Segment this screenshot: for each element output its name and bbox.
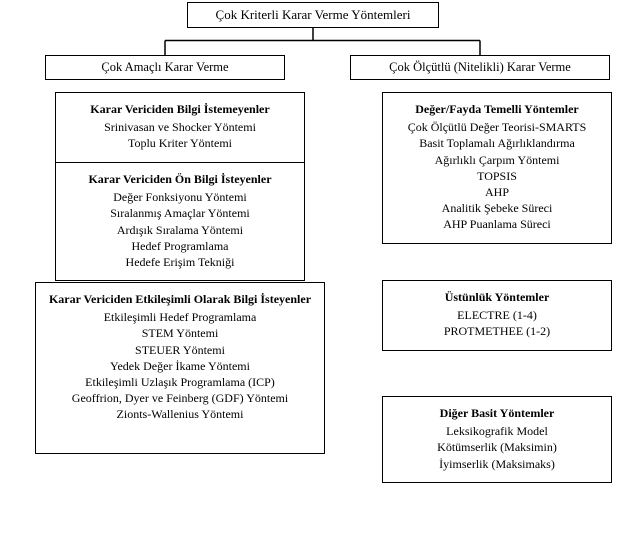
right-group-1: Değer/Fayda Temelli Yöntemler Çok Ölçütl…	[382, 92, 612, 244]
root-title: Çok Kriterli Karar Verme Yöntemleri	[216, 7, 411, 22]
list-item: Yedek Değer İkame Yöntemi	[42, 358, 318, 374]
list-item: Basit Toplamalı Ağırlıklandırma	[389, 135, 605, 151]
list-item: Geoffrion, Dyer ve Feinberg (GDF) Yöntem…	[42, 390, 318, 406]
left-branch-title: Çok Amaçlı Karar Verme	[101, 60, 228, 74]
root-title-box: Çok Kriterli Karar Verme Yöntemleri	[187, 2, 439, 28]
left-branch-title-box: Çok Amaçlı Karar Verme	[45, 55, 285, 80]
right-group-2: Üstünlük Yöntemler ELECTRE (1-4) PROTMET…	[382, 280, 612, 351]
list-item: Analitik Şebeke Süreci	[389, 200, 605, 216]
list-item: STEM Yöntemi	[42, 325, 318, 341]
left-group-3: Karar Vericiden Etkileşimli Olarak Bilgi…	[35, 282, 325, 454]
left-group-1: Karar Vericiden Bilgi İstemeyenler Srini…	[55, 92, 305, 163]
list-item: Hedef Programlama	[62, 238, 298, 254]
list-item: AHP	[389, 184, 605, 200]
list-item: Çok Ölçütlü Değer Teorisi-SMARTS	[389, 119, 605, 135]
list-item: STEUER Yöntemi	[42, 342, 318, 358]
list-item: Zionts-Wallenius Yöntemi	[42, 406, 318, 422]
list-item: Sıralanmış Amaçlar Yöntemi	[62, 205, 298, 221]
left-group-3-heading: Karar Vericiden Etkileşimli Olarak Bilgi…	[42, 291, 318, 307]
list-item: Ağırlıklı Çarpım Yöntemi	[389, 152, 605, 168]
left-group-2: Karar Vericiden Ön Bilgi İsteyenler Değe…	[55, 162, 305, 281]
list-item: Etkileşimli Uzlaşık Programlama (ICP)	[42, 374, 318, 390]
list-item: Etkileşimli Hedef Programlama	[42, 309, 318, 325]
list-item: İyimserlik (Maksimaks)	[389, 456, 605, 472]
list-item: AHP Puanlama Süreci	[389, 216, 605, 232]
list-item: ELECTRE (1-4)	[389, 307, 605, 323]
right-group-3: Diğer Basit Yöntemler Leksikografik Mode…	[382, 396, 612, 483]
list-item: Kötümserlik (Maksimin)	[389, 439, 605, 455]
right-group-2-heading: Üstünlük Yöntemler	[389, 289, 605, 305]
left-group-2-heading: Karar Vericiden Ön Bilgi İsteyenler	[62, 171, 298, 187]
list-item: Leksikografik Model	[389, 423, 605, 439]
list-item: TOPSIS	[389, 168, 605, 184]
list-item: Toplu Kriter Yöntemi	[62, 135, 298, 151]
right-group-1-heading: Değer/Fayda Temelli Yöntemler	[389, 101, 605, 117]
right-group-3-heading: Diğer Basit Yöntemler	[389, 405, 605, 421]
list-item: Hedefe Erişim Tekniği	[62, 254, 298, 270]
list-item: PROTMETHEE (1-2)	[389, 323, 605, 339]
left-group-1-heading: Karar Vericiden Bilgi İstemeyenler	[62, 101, 298, 117]
list-item: Değer Fonksiyonu Yöntemi	[62, 189, 298, 205]
right-branch-title: Çok Ölçütlü (Nitelikli) Karar Verme	[389, 60, 571, 74]
list-item: Srinivasan ve Shocker Yöntemi	[62, 119, 298, 135]
right-branch-title-box: Çok Ölçütlü (Nitelikli) Karar Verme	[350, 55, 610, 80]
list-item: Ardışık Sıralama Yöntemi	[62, 222, 298, 238]
